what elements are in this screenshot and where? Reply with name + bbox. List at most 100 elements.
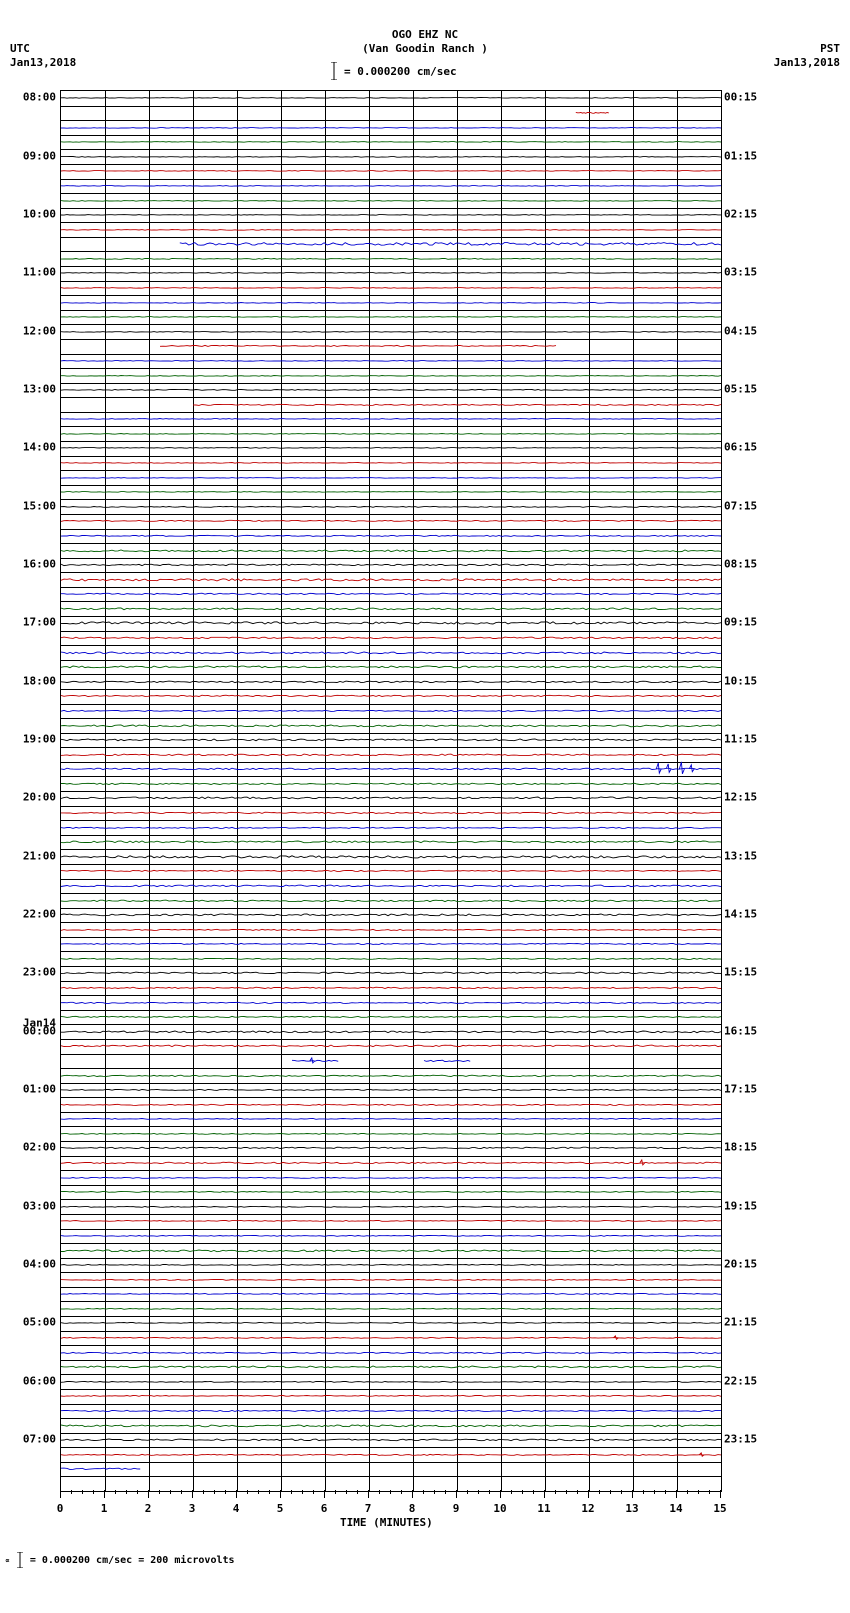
utc-label: 01:00: [23, 1082, 56, 1095]
pst-label: 16:15: [724, 1024, 757, 1037]
utc-label: 12:00: [23, 324, 56, 337]
xtick-minor: [247, 1490, 248, 1494]
xtick-minor: [390, 1490, 391, 1494]
tz-left: UTC: [10, 42, 30, 55]
pst-label: 08:15: [724, 557, 757, 570]
xtick-minor: [126, 1490, 127, 1494]
station-title: OGO EHZ NC: [0, 28, 850, 41]
xtick-label: 6: [321, 1502, 328, 1515]
xtick-minor: [71, 1490, 72, 1494]
xtick-label: 9: [453, 1502, 460, 1515]
utc-label: 14:00: [23, 441, 56, 454]
pst-label: 13:15: [724, 849, 757, 862]
utc-label: 03:00: [23, 1199, 56, 1212]
utc-label: 05:00: [23, 1316, 56, 1329]
tz-right: PST: [820, 42, 840, 55]
xtick-minor: [181, 1490, 182, 1494]
pst-label: 07:15: [724, 499, 757, 512]
pst-label: 22:15: [724, 1374, 757, 1387]
xtick-major: [720, 1490, 721, 1498]
utc-label: 04:00: [23, 1257, 56, 1270]
xtick-minor: [445, 1490, 446, 1494]
pst-label: 02:15: [724, 207, 757, 220]
xtick-minor: [269, 1490, 270, 1494]
xtick-label: 15: [713, 1502, 726, 1515]
utc-label: 13:00: [23, 382, 56, 395]
xtick-label: 13: [625, 1502, 638, 1515]
xtick-label: 3: [189, 1502, 196, 1515]
utc-label: 16:00: [23, 557, 56, 570]
xtick-minor: [357, 1490, 358, 1494]
pst-label: 12:15: [724, 791, 757, 804]
station-subtitle: (Van Goodin Ranch ): [0, 42, 850, 55]
xtick-minor: [93, 1490, 94, 1494]
xtick-major: [236, 1490, 237, 1498]
xtick-minor: [709, 1490, 710, 1494]
xtick-minor: [511, 1490, 512, 1494]
date-mid: Jan14: [23, 1017, 56, 1030]
xtick-minor: [478, 1490, 479, 1494]
utc-label: 11:00: [23, 266, 56, 279]
xtick-minor: [82, 1490, 83, 1494]
xtick-label: 2: [145, 1502, 152, 1515]
xtick-major: [500, 1490, 501, 1498]
pst-label: 14:15: [724, 907, 757, 920]
xtick-minor: [302, 1490, 303, 1494]
pst-label: 01:15: [724, 149, 757, 162]
xtick-minor: [643, 1490, 644, 1494]
xtick-minor: [599, 1490, 600, 1494]
utc-label: 10:00: [23, 207, 56, 220]
xtick-major: [368, 1490, 369, 1498]
xtick-minor: [225, 1490, 226, 1494]
xtick-label: 7: [365, 1502, 372, 1515]
xtick-minor: [346, 1490, 347, 1494]
xtick-minor: [313, 1490, 314, 1494]
xtick-minor: [533, 1490, 534, 1494]
xtick-minor: [610, 1490, 611, 1494]
pst-label: 15:15: [724, 966, 757, 979]
xtick-label: 4: [233, 1502, 240, 1515]
date-right: Jan13,2018: [774, 56, 840, 69]
xtick-major: [324, 1490, 325, 1498]
pst-label: 04:15: [724, 324, 757, 337]
xtick-label: 12: [581, 1502, 594, 1515]
xtick-minor: [291, 1490, 292, 1494]
xtick-major: [412, 1490, 413, 1498]
utc-label: 17:00: [23, 616, 56, 629]
utc-label: 07:00: [23, 1432, 56, 1445]
xtick-label: 0: [57, 1502, 64, 1515]
xtick-minor: [577, 1490, 578, 1494]
utc-label: 09:00: [23, 149, 56, 162]
xtick-major: [280, 1490, 281, 1498]
utc-label: 23:00: [23, 966, 56, 979]
xtick-minor: [566, 1490, 567, 1494]
pst-label: 00:15: [724, 91, 757, 104]
pst-label: 10:15: [724, 674, 757, 687]
xtick-major: [544, 1490, 545, 1498]
xtick-minor: [170, 1490, 171, 1494]
xtick-minor: [335, 1490, 336, 1494]
pst-label: 06:15: [724, 441, 757, 454]
pst-label: 19:15: [724, 1199, 757, 1212]
xtick-minor: [621, 1490, 622, 1494]
xtick-major: [192, 1490, 193, 1498]
xtick-minor: [379, 1490, 380, 1494]
utc-label: 20:00: [23, 791, 56, 804]
xtick-minor: [137, 1490, 138, 1494]
xtick-label: 8: [409, 1502, 416, 1515]
xtick-minor: [467, 1490, 468, 1494]
pst-label: 23:15: [724, 1432, 757, 1445]
xtick-minor: [489, 1490, 490, 1494]
utc-label: 22:00: [23, 907, 56, 920]
xtick-minor: [698, 1490, 699, 1494]
xtick-minor: [522, 1490, 523, 1494]
xtick-label: 10: [493, 1502, 506, 1515]
pst-label: 05:15: [724, 382, 757, 395]
utc-label: 19:00: [23, 732, 56, 745]
xtick-major: [60, 1490, 61, 1498]
pst-label: 09:15: [724, 616, 757, 629]
footer-scale: ∝= 0.000200 cm/sec = 200 microvolts: [5, 1552, 235, 1568]
pst-label: 20:15: [724, 1257, 757, 1270]
xtick-label: 1: [101, 1502, 108, 1515]
xtick-major: [148, 1490, 149, 1498]
